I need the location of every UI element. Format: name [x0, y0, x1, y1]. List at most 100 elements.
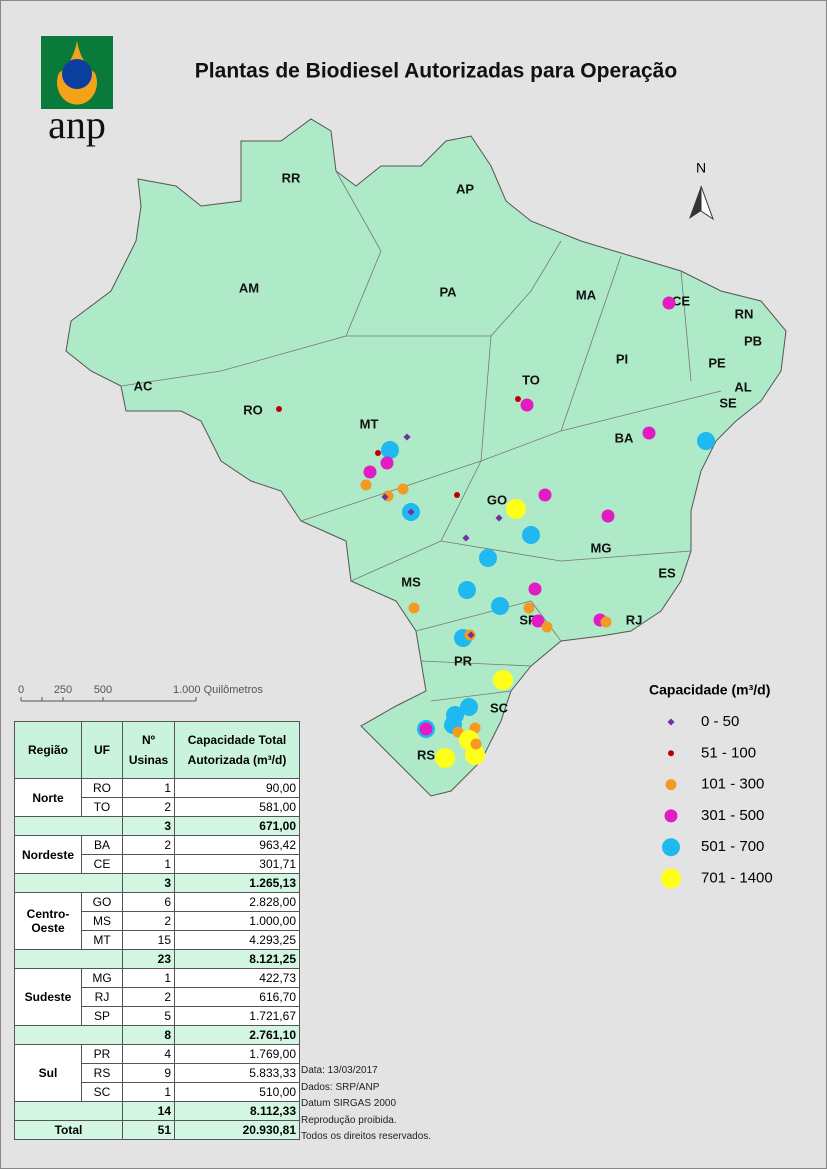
state-label: PA: [439, 284, 457, 299]
state-label: GO: [487, 492, 507, 507]
table-row: RJ 2 616,70: [15, 987, 300, 1007]
plant-marker: [493, 670, 513, 690]
cell: [14, 1025, 123, 1045]
cell: PR: [81, 1044, 123, 1064]
cell: GO: [81, 892, 123, 912]
note-line: Reprodução proibida.: [301, 1114, 397, 1126]
state-label: CE: [672, 293, 690, 308]
summary-table: Região UF Nº Usinas Capacidade Total Autori…: [14, 721, 300, 1140]
plant-marker: [381, 493, 389, 501]
cell: 3: [122, 873, 175, 893]
cell: MS: [81, 911, 123, 931]
plant-marker: [668, 750, 674, 757]
scale-label: 1.000 Quilômetros: [173, 684, 263, 696]
cell: 2.761,10: [174, 1025, 300, 1045]
state-label: SC: [490, 700, 509, 715]
cell: MT: [81, 930, 123, 950]
cell: SC: [81, 1082, 123, 1102]
plant-marker: [491, 597, 509, 615]
plant-marker: [667, 718, 675, 726]
cell: 51: [122, 1120, 175, 1140]
state-label: AP: [456, 181, 474, 196]
state-label: PR: [454, 653, 473, 668]
plant-marker: [467, 631, 475, 639]
table-row: Sul PR 4 1.769,00: [14, 1044, 300, 1102]
state-label: MG: [591, 540, 612, 555]
cell: 6: [122, 892, 175, 912]
scale-label: 500: [94, 684, 112, 696]
table-row: TO 2 581,00: [15, 797, 300, 817]
scale-label: 0: [18, 684, 24, 696]
cell: 1.000,00: [174, 911, 300, 931]
plant-marker: [495, 514, 503, 522]
cell: 1: [122, 778, 175, 798]
table-row: Centro-Oeste GO 6 2.828,00: [14, 892, 300, 950]
state-borders: [120, 170, 722, 702]
subtotal-row: 3 1.265,13: [14, 873, 300, 893]
cell: 1.265,13: [174, 873, 300, 893]
plant-marker: [462, 534, 470, 542]
plant-marker: [460, 698, 478, 716]
cell: 510,00: [174, 1082, 300, 1102]
table-header: Região UF Nº Usinas Capacidade Total Autori…: [14, 721, 300, 779]
state-label: AM: [239, 280, 259, 295]
cell: 2.828,00: [174, 892, 300, 912]
subtotal-row: 23 8.121,25: [14, 949, 300, 969]
state-label: TO: [522, 372, 540, 387]
plant-marker: [662, 838, 680, 857]
cell: 2: [122, 835, 175, 855]
cell: 15: [122, 930, 175, 950]
state-label: PI: [616, 351, 628, 366]
table-row: CE 1 301,71: [15, 854, 300, 874]
cell: BA: [81, 835, 123, 855]
cell: 1.769,00: [174, 1044, 300, 1064]
cell: 1: [122, 1082, 175, 1102]
legend-label: 501 - 700: [701, 838, 764, 855]
state-label: MS: [401, 574, 421, 589]
plant-marker: [397, 483, 409, 495]
cell: 90,00: [174, 778, 300, 798]
cell: 2: [122, 911, 175, 931]
notes: Data: 13/03/2017 Dados: SRP/ANP Datum SIRG…: [301, 1063, 431, 1146]
plant-marker: [697, 432, 715, 450]
cell: 581,00: [174, 797, 300, 817]
state-label: RN: [735, 306, 754, 321]
state-label: RO: [243, 402, 263, 417]
note-line: Datum SIRGAS 2000: [301, 1098, 397, 1109]
cell: RO: [81, 778, 123, 798]
subtotal-row: 8 2.761,10: [14, 1025, 300, 1045]
plant-marker: [419, 722, 433, 736]
north-arrow: [689, 186, 701, 219]
logo-circle: [62, 59, 92, 89]
plant-marker: [531, 614, 545, 628]
cell: TO: [81, 797, 123, 817]
cell: 5.833,33: [174, 1063, 300, 1083]
region-cell: Centro-Oeste: [14, 892, 82, 950]
state-label: AC: [134, 378, 153, 393]
state-label: SE: [719, 395, 737, 410]
legend-label: 0 - 50: [701, 713, 739, 730]
plant-marker: [662, 296, 676, 310]
plant-marker: [276, 406, 282, 412]
state-label: AL: [734, 379, 751, 394]
note-line: Todos os direitos reservados.: [301, 1131, 432, 1142]
cell: 1: [122, 968, 175, 988]
plant-marker: [479, 549, 497, 567]
plant-marker: [600, 616, 612, 628]
plant-marker: [380, 456, 394, 470]
legend-label: 701 - 1400: [701, 869, 773, 886]
plant-marker: [665, 779, 677, 791]
state-label: RR: [282, 170, 301, 185]
cell: RJ: [81, 987, 123, 1007]
cell: 14: [122, 1101, 175, 1121]
plant-marker: [470, 738, 482, 750]
subtotal-row: 3 671,00: [14, 816, 300, 836]
plant-marker: [360, 479, 372, 491]
plant-marker: [661, 868, 681, 889]
legend-label: 51 - 100: [701, 744, 756, 761]
plant-marker: [601, 509, 615, 523]
state-label: MT: [360, 416, 379, 431]
region-cell: Norte: [14, 778, 82, 817]
state-label: RJ: [626, 612, 643, 627]
